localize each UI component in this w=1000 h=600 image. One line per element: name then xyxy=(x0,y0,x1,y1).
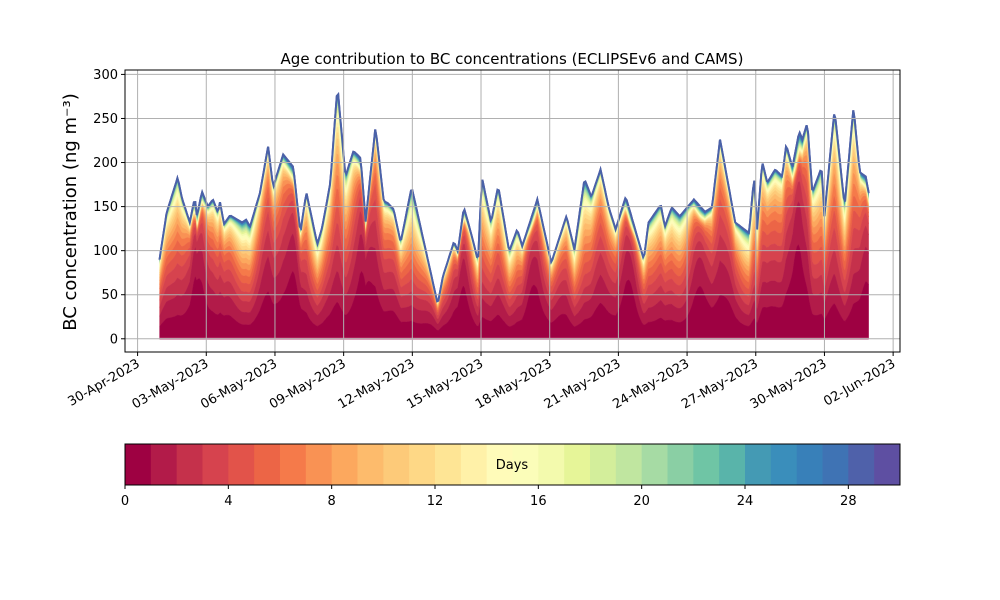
y-tick-label: 100 xyxy=(93,244,118,259)
colorbar: 0 4 8 12 16 20 24 28 xyxy=(121,443,901,509)
colorbar-swatch-2 xyxy=(176,444,203,485)
x-tick-label: 09-May-2023 xyxy=(267,356,349,412)
y-axis-label: BC concentration (ng m⁻³) xyxy=(60,93,81,331)
colorbar-swatch-20 xyxy=(641,444,668,485)
colorbar-tick-label: 0 xyxy=(121,494,129,509)
x-tick-label: 02-Jun-2023 xyxy=(821,356,898,409)
x-tick-label: 03-May-2023 xyxy=(130,356,212,412)
colorbar-swatch-4 xyxy=(228,444,255,485)
colorbar-swatch-5 xyxy=(254,444,281,485)
colorbar-swatch-1 xyxy=(150,444,178,485)
x-tick-label: 27-May-2023 xyxy=(679,356,761,412)
colorbar-swatch-0 xyxy=(125,444,152,485)
y-tick-label: 0 xyxy=(110,332,118,347)
chart-title: Age contribution to BC concentrations (E… xyxy=(281,50,744,68)
colorbar-swatch-7 xyxy=(305,444,333,485)
colorbar-tick-label: 24 xyxy=(737,494,754,509)
colorbar-swatch-27 xyxy=(822,444,849,485)
colorbar-swatch-19 xyxy=(615,444,643,485)
colorbar-swatch-25 xyxy=(770,444,798,485)
x-tick-label: 30-May-2023 xyxy=(748,356,830,412)
colorbar-tick-label: 16 xyxy=(530,494,547,509)
colorbar-swatch-15 xyxy=(512,444,539,485)
colorbar-swatch-10 xyxy=(383,444,410,485)
y-tick-label: 250 xyxy=(93,112,118,127)
colorbar-label: Days xyxy=(496,458,529,473)
axes-frame xyxy=(124,69,901,353)
x-tick-label: 06-May-2023 xyxy=(198,356,280,412)
colorbar-swatch-14 xyxy=(486,444,513,485)
colorbar-frame xyxy=(124,443,901,486)
x-tick-label: 24-May-2023 xyxy=(610,356,692,412)
colorbar-swatch-21 xyxy=(667,444,694,485)
colorbar-swatch-3 xyxy=(202,444,229,485)
x-tick-label: 18-May-2023 xyxy=(473,356,555,412)
y-tick-label: 300 xyxy=(93,68,118,83)
colorbar-tick-label: 12 xyxy=(427,494,444,509)
colorbar-tick-label: 8 xyxy=(328,494,336,509)
total-line xyxy=(158,91,870,303)
colorbar-swatch-26 xyxy=(796,444,823,485)
colorbar-swatch-16 xyxy=(538,444,565,485)
colorbar-swatch-23 xyxy=(719,444,746,485)
colorbar-swatch-18 xyxy=(590,444,617,485)
colorbar-swatch-11 xyxy=(409,444,436,485)
colorbar-swatch-8 xyxy=(331,444,358,485)
y-tick-label: 150 xyxy=(93,200,118,215)
colorbar-swatch-24 xyxy=(745,444,772,485)
y-tick-label: 50 xyxy=(101,288,118,303)
x-tick-label: 15-May-2023 xyxy=(404,356,486,412)
colorbar-swatch-6 xyxy=(280,444,307,485)
x-tick-label: 12-May-2023 xyxy=(336,356,418,412)
colorbar-swatch-12 xyxy=(435,444,462,485)
colorbar-swatch-22 xyxy=(693,444,720,485)
colorbar-tick-label: 4 xyxy=(224,494,232,509)
y-tick-label: 200 xyxy=(93,156,118,171)
colorbar-tick-label: 20 xyxy=(633,494,650,509)
plot-area xyxy=(158,91,870,340)
colorbar-tick-label: 28 xyxy=(840,494,857,509)
x-tick-label: 21-May-2023 xyxy=(542,356,624,412)
colorbar-swatch-28 xyxy=(848,444,875,485)
colorbar-swatch-29 xyxy=(874,444,901,485)
colorbar-swatch-13 xyxy=(460,444,488,485)
colorbar-swatch-17 xyxy=(564,444,591,485)
colorbar-swatch-9 xyxy=(357,444,384,485)
